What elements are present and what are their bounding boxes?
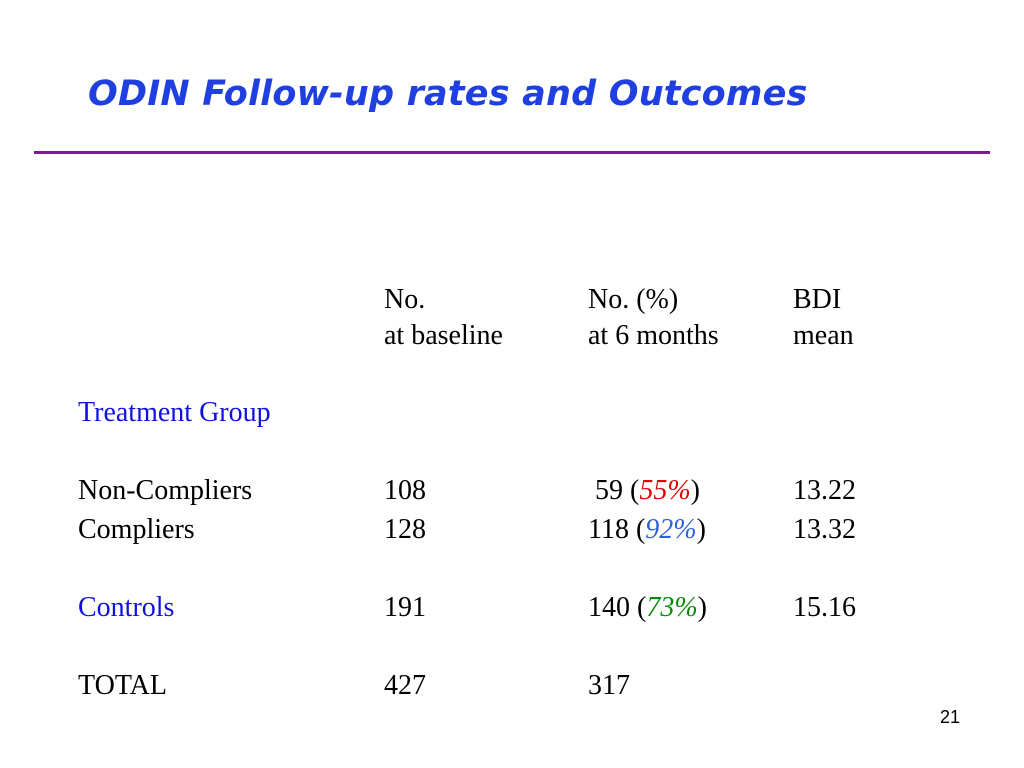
slide-title: ODIN Follow-up rates and Outcomes xyxy=(88,74,808,114)
row-controls-six-months: 140 (73%) xyxy=(588,589,707,627)
row-non-compliers-label: Non-Compliers xyxy=(78,475,253,506)
row-compliers-baseline: 128 xyxy=(384,514,426,545)
row-non-compliers-six-months-n: 59 ( xyxy=(588,475,640,506)
header-six-months-line1: No. (%) xyxy=(588,284,679,315)
header-bdi-line2: mean xyxy=(793,320,854,351)
header-six-months-line2: at 6 months xyxy=(588,320,719,351)
header-baseline-line1: No. xyxy=(384,284,426,315)
row-non-compliers-six-months-pct: 55% xyxy=(639,475,691,506)
row-compliers-close-paren: ) xyxy=(696,514,706,545)
row-total-label: TOTAL xyxy=(78,670,168,701)
row-controls-label: Controls xyxy=(78,592,175,623)
row-controls-six-months-n: 140 ( xyxy=(588,592,647,623)
row-non-compliers-close-paren: ) xyxy=(690,475,700,506)
header-baseline-line2: at baseline xyxy=(384,320,503,351)
row-compliers-bdi: 13.32 xyxy=(793,514,856,545)
row-total-six-months: 317 xyxy=(588,670,630,701)
row-compliers-label: Compliers xyxy=(78,514,195,545)
row-compliers-six-months: 118 (92%) xyxy=(588,511,706,549)
treatment-group-label: Treatment Group xyxy=(78,397,271,428)
header-bdi-line1: BDI xyxy=(793,284,842,315)
row-controls-baseline: 191 xyxy=(384,592,426,623)
title-divider xyxy=(34,151,990,154)
row-controls-bdi: 15.16 xyxy=(793,592,856,623)
row-compliers-six-months-n: 118 ( xyxy=(588,514,646,545)
row-controls-close-paren: ) xyxy=(697,592,707,623)
row-controls-six-months-pct: 73% xyxy=(646,592,698,623)
row-non-compliers-six-months: 59 (55%) xyxy=(588,472,700,510)
page-number: 21 xyxy=(940,707,961,727)
row-total-baseline: 427 xyxy=(384,670,426,701)
row-non-compliers-bdi: 13.22 xyxy=(793,475,856,506)
row-compliers-six-months-pct: 92% xyxy=(645,514,697,545)
row-non-compliers-baseline: 108 xyxy=(384,475,426,506)
